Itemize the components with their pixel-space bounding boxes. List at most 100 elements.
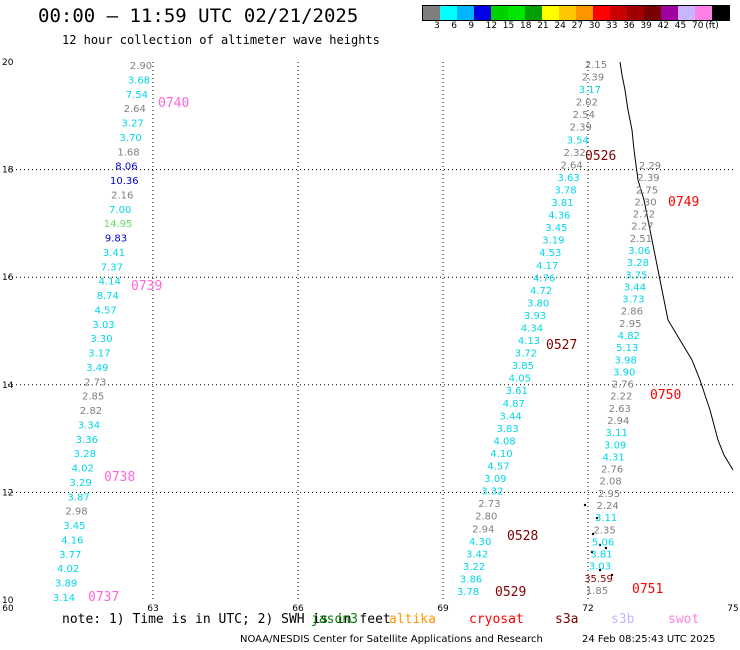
track-id-label: 0749: [668, 195, 699, 210]
wave-height-label: 3.54: [567, 135, 589, 146]
legend-swatch: [491, 6, 508, 20]
color-scale-legend: [422, 5, 730, 21]
wave-height-label: 7.00: [109, 205, 131, 216]
wave-height-label: 3.77: [59, 550, 81, 561]
wave-height-label: 4.72: [530, 286, 552, 297]
wave-height-label: 2.32: [564, 148, 586, 159]
wave-height-label: 2.94: [607, 416, 629, 427]
wave-height-label: 4.76: [533, 273, 555, 284]
x-tick-label: 75: [727, 604, 738, 614]
legend-swatch: [712, 6, 729, 20]
wave-height-label: 3.32: [481, 487, 503, 498]
wave-height-label: 2.27: [631, 222, 653, 233]
wave-height-label: 8.06: [115, 162, 137, 173]
legend-label: 70: [692, 21, 704, 31]
track-id-label: 0751: [632, 582, 663, 597]
wave-height-label: 3.44: [624, 282, 646, 293]
legend-label: 12: [485, 21, 498, 31]
wave-height-label: 2.29: [639, 161, 661, 172]
wave-height-label: 3.09: [484, 474, 506, 485]
wave-height-label: 3.70: [119, 133, 141, 144]
wave-height-label: 2.16: [111, 190, 133, 201]
wave-height-label: 3.81: [590, 550, 612, 561]
legend-swatch: [610, 6, 627, 20]
wave-height-label: 3.98: [615, 355, 637, 366]
wave-height-label: 3.14: [53, 593, 75, 604]
y-tick-label: 20: [2, 58, 14, 68]
wave-height-label: 2.30: [634, 197, 656, 208]
island: [604, 546, 608, 550]
x-tick-label: 69: [437, 604, 449, 614]
legend-swatch: [678, 6, 695, 20]
note-sat-swot: swot: [668, 612, 700, 627]
page-subtitle: 12 hour collection of altimeter wave hei…: [62, 33, 380, 47]
wave-height-label: 2.76: [601, 465, 623, 476]
y-tick-label: 14: [2, 381, 14, 391]
wave-height-label: 3.61: [506, 386, 528, 397]
wave-height-label: 1.68: [117, 147, 139, 158]
wave-height-label: 14.95: [104, 219, 133, 230]
wave-height-label: 3.11: [606, 428, 628, 439]
legend-label: 21: [537, 21, 549, 31]
wave-height-label: 3.78: [457, 587, 479, 598]
wave-height-label: 3.19: [542, 236, 564, 247]
wave-height-label: 2.95: [619, 319, 641, 330]
track-id-label: 0526: [585, 149, 616, 164]
wave-height-label: 3.45: [545, 223, 567, 234]
legend-swatch: [457, 6, 474, 20]
wave-height-label: 4.17: [536, 261, 558, 272]
legend-swatch: [576, 6, 593, 20]
wave-height-label: 7.54: [126, 90, 148, 101]
wave-height-label: 2.85: [82, 392, 104, 403]
track-id-label: 0738: [104, 470, 135, 485]
wave-height-label: 3.17: [579, 85, 601, 96]
wave-height-label: 3.41: [103, 248, 125, 259]
wave-height-label: 3.85: [512, 361, 534, 372]
legend-label: (ft): [705, 21, 719, 31]
wave-height-label: 2.64: [124, 104, 146, 115]
track-id-label: 0739: [131, 279, 162, 294]
legend-swatch: [508, 6, 525, 20]
wave-height-label: 8.74: [97, 291, 119, 302]
wave-height-label: 4.57: [487, 462, 509, 473]
wave-height-label: 4.16: [61, 535, 83, 546]
legend-swatch: [525, 6, 542, 20]
wave-height-label: 35.59: [584, 574, 613, 585]
legend-swatch: [440, 6, 457, 20]
wave-height-label: 2.51: [630, 234, 652, 245]
wave-height-label: 3.22: [463, 562, 485, 573]
legend-swatch: [559, 6, 576, 20]
wave-height-label: 2.63: [609, 404, 631, 415]
wave-height-label: 4.31: [603, 452, 625, 463]
wave-height-label: 3.29: [70, 478, 92, 489]
island: [595, 516, 599, 520]
wave-height-label: 3.63: [557, 173, 579, 184]
wave-height-label: 2.39: [637, 173, 659, 184]
wave-height-label: 2.02: [576, 98, 598, 109]
wave-height-label: 2.76: [612, 380, 634, 391]
wave-height-label: 3.30: [90, 334, 112, 345]
legend-swatch: [627, 6, 644, 20]
credit-timestamp: 24 Feb 08:25:43 UTC 2025: [582, 634, 716, 645]
note-sat-s3b: s3b: [611, 612, 635, 627]
wave-height-label: 3.45: [63, 521, 85, 532]
legend-swatch: [661, 6, 678, 20]
note-jason3: jason3: [311, 612, 358, 627]
legend-label: 18: [520, 21, 532, 31]
wave-height-label: 2.90: [130, 61, 152, 72]
island: [591, 532, 595, 536]
x-tick-label: 66: [292, 604, 304, 614]
legend-label: 42: [657, 21, 670, 31]
wave-height-label: 3.11: [595, 513, 617, 524]
wave-height-label: 2.94: [472, 524, 494, 535]
wave-height-label: 3.80: [527, 298, 549, 309]
wave-height-label: 2.86: [621, 307, 643, 318]
wave-height-label: 2.08: [599, 477, 621, 488]
wave-height-label: 10.36: [110, 176, 139, 187]
wave-height-label: 4.36: [548, 211, 570, 222]
note-sat-altika: altika: [389, 612, 436, 627]
coastline: [619, 61, 734, 471]
island: [610, 573, 614, 577]
wave-height-label: 4.30: [469, 537, 491, 548]
wave-height-label: 3.73: [622, 295, 644, 306]
